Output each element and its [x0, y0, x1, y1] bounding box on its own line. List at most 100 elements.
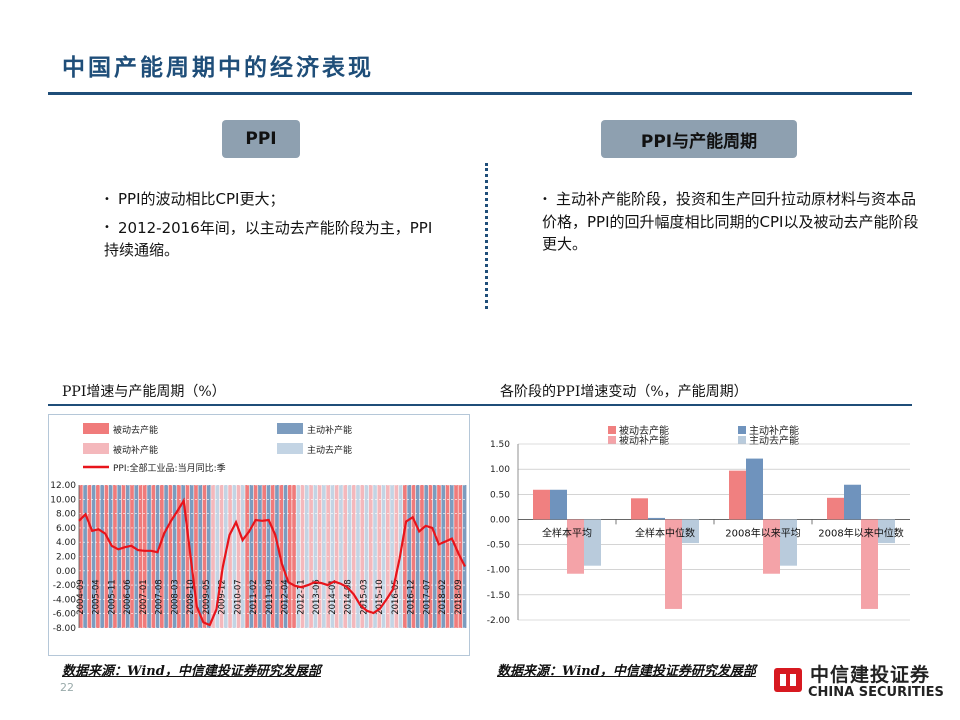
legend-swatch: [277, 443, 303, 454]
bar: [631, 498, 648, 520]
bar: [827, 497, 844, 520]
phase-stripe: [292, 485, 296, 628]
legend-swatch: [738, 436, 746, 444]
phase-stripe: [164, 485, 168, 628]
x-tick-label: 2005-11: [108, 579, 118, 615]
phase-stripe: [356, 485, 360, 628]
bar: [567, 519, 584, 574]
category-label: 2008年以来平均: [725, 526, 800, 539]
chart-divider: [48, 404, 912, 406]
legend-swatch: [608, 426, 616, 434]
bullet-item: • PPI的波动相比CPI更大；: [104, 188, 444, 211]
phase-stripe: [104, 485, 109, 628]
bar: [780, 519, 797, 566]
legend-label: PPI:全部工业品:当月同比:季: [113, 462, 226, 474]
legend-swatch: [83, 423, 109, 434]
x-tick-label: 2018-02: [438, 579, 448, 615]
right-chart-title: 各阶段的PPI增速变动（%，产能周期）: [500, 384, 748, 400]
y-tick-label: 0.50: [490, 490, 510, 500]
phase-stripe: [87, 485, 92, 628]
bar: [682, 519, 699, 544]
right-source-note: 数据来源：Wind，中信建投证券研究发展部: [497, 664, 756, 679]
x-tick-label: 2008-10: [186, 579, 196, 615]
company-logo: 中信建投证券 CHINA SECURITIES: [772, 660, 944, 706]
phase-stripe: [283, 485, 288, 628]
phase-stripe: [428, 485, 433, 628]
x-tick-label: 2007-08: [155, 579, 165, 615]
phase-stripe: [351, 485, 356, 628]
page-number: 22: [60, 681, 74, 694]
left-source-note: 数据来源：Wind，中信建投证券研究发展部: [62, 664, 321, 679]
logo-name-cn: 中信建投证券: [810, 664, 931, 686]
phase-stripe: [432, 485, 437, 628]
phase-stripe: [424, 485, 429, 628]
x-tick-label: 2018-09: [454, 579, 464, 615]
bar: [844, 484, 861, 520]
x-tick-label: 2017-07: [423, 579, 433, 615]
legend-swatch: [738, 426, 746, 434]
bar: [878, 519, 895, 544]
x-tick-label: 2006-06: [123, 579, 133, 615]
phase-stripe: [211, 485, 215, 628]
x-tick-label: 2009-12: [218, 579, 228, 615]
x-tick-label: 2009-05: [202, 579, 212, 615]
phase-stripe: [415, 485, 420, 628]
y-tick-label: 4.00: [56, 538, 76, 548]
legend-swatch: [608, 436, 616, 444]
y-tick-label: -2.00: [53, 581, 77, 591]
bar: [533, 489, 550, 520]
y-tick-label: -6.00: [53, 610, 77, 620]
left-chart-title: PPI增速与产能周期（%）: [62, 384, 226, 400]
x-tick-label: 2007-01: [139, 579, 149, 615]
phase-stripe: [296, 485, 301, 628]
legend-label: 主动补产能: [749, 424, 799, 437]
phase-stripe: [437, 485, 441, 628]
bullet-text: PPI的波动相比CPI更大；: [118, 190, 285, 208]
phase-stripe: [177, 485, 181, 628]
bar: [763, 519, 780, 574]
legend-label: 被动补产能: [113, 444, 158, 456]
phase-stripe: [155, 485, 160, 628]
y-tick-label: -0.50: [487, 541, 511, 551]
phase-stripe: [304, 485, 309, 628]
phase-stripe: [219, 485, 224, 628]
title-divider: [48, 92, 912, 95]
legend-label: 主动补产能: [307, 424, 352, 436]
right-bullet-list: • 主动补产能阶段，投资和生产回升拉动原材料与资本品价格，PPI的回升幅度相比同期…: [542, 188, 924, 261]
bar: [584, 519, 601, 566]
x-tick-label: 2012-04: [281, 579, 291, 615]
bullet-dot-icon: •: [542, 193, 548, 205]
bar: [665, 519, 682, 609]
phase-stripe: [100, 485, 104, 628]
phase-stripe: [108, 485, 113, 628]
x-tick-label: 2005-04: [92, 579, 102, 615]
legend-label: 主动去产能: [749, 434, 799, 447]
bullet-dot-icon: •: [104, 193, 110, 205]
phase-stripe: [96, 485, 100, 628]
y-tick-label: 12.00: [50, 481, 76, 491]
ppi-heading-pill: PPI: [222, 120, 300, 158]
y-tick-label: 2.00: [56, 553, 76, 563]
legend-swatch: [277, 423, 303, 434]
x-tick-label: 2016-12: [407, 579, 417, 615]
category-label: 全样本平均: [542, 526, 592, 539]
y-tick-label: 8.00: [56, 510, 76, 520]
y-tick-label: 6.00: [56, 524, 76, 534]
phase-stripe: [113, 485, 117, 628]
category-label: 全样本中位数: [635, 526, 695, 539]
phase-stripe: [364, 485, 369, 628]
y-tick-label: 1.50: [490, 440, 510, 450]
phase-stripe: [347, 485, 352, 628]
bar: [648, 517, 665, 520]
phase-stripe: [411, 485, 416, 628]
ppi-series-line: [78, 497, 466, 627]
page-title: 中国产能周期中的经济表现: [62, 55, 374, 81]
phase-stripe: [151, 485, 156, 628]
phase-stripe: [300, 485, 305, 628]
phase-stripe: [172, 485, 177, 628]
legend-label: 被动去产能: [113, 424, 158, 436]
x-tick-label: 2008-03: [171, 579, 181, 615]
y-tick-label: 0.00: [490, 515, 510, 525]
